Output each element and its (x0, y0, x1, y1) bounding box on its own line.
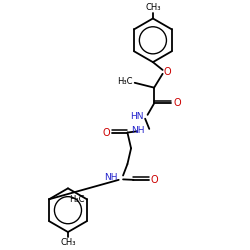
Text: HN: HN (130, 112, 143, 121)
Text: NH: NH (131, 126, 144, 134)
Text: NH: NH (104, 173, 118, 182)
Text: H₃C: H₃C (69, 195, 84, 204)
Text: O: O (164, 67, 172, 77)
Text: O: O (150, 175, 158, 185)
Text: O: O (173, 98, 181, 108)
Text: O: O (103, 128, 110, 138)
Text: CH₃: CH₃ (145, 4, 161, 13)
Text: H₃C: H₃C (117, 77, 132, 86)
Text: CH₃: CH₃ (60, 238, 76, 247)
